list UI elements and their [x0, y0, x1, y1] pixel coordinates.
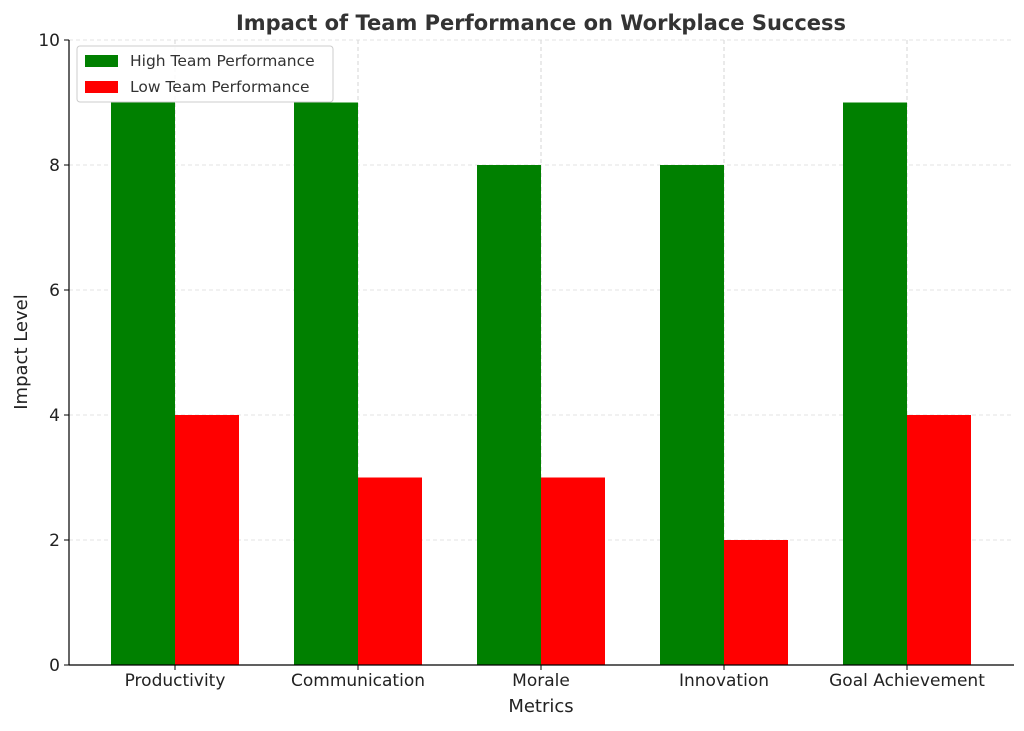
legend-swatch	[85, 81, 118, 93]
y-tick-label: 8	[49, 156, 60, 176]
legend-label: Low Team Performance	[130, 78, 310, 96]
bars	[111, 102, 971, 665]
y-axis-label: Impact Level	[11, 294, 32, 410]
legend-swatch	[85, 55, 118, 67]
y-tick-label: 0	[49, 656, 60, 676]
y-tick-label: 6	[49, 281, 60, 301]
y-tick-label: 4	[49, 406, 60, 426]
x-tick-label: Morale	[512, 671, 570, 691]
x-tick-label: Goal Achievement	[829, 671, 985, 691]
bar-high-morale	[477, 165, 541, 665]
bar-high-productivity	[111, 102, 175, 665]
legend: High Team Performance Low Team Performanc…	[76, 45, 334, 103]
axes: 0 2 4 6 8 10 Productivity Communication Morale In…	[38, 31, 1014, 691]
x-tick-label: Productivity	[125, 671, 226, 691]
legend-label: High Team Performance	[130, 52, 315, 70]
bar-high-goal-achievement	[843, 102, 907, 665]
bar-low-productivity	[175, 415, 239, 665]
y-tick-label: 2	[49, 531, 60, 551]
bar-low-communication	[358, 477, 422, 665]
bar-low-innovation	[724, 540, 788, 665]
y-tick-label: 10	[38, 31, 60, 51]
x-axis-label: Metrics	[508, 696, 573, 717]
bar-high-communication	[294, 102, 358, 665]
bar-low-morale	[541, 477, 605, 665]
bar-high-innovation	[660, 165, 724, 665]
chart-title: Impact of Team Performance on Workplace …	[236, 11, 846, 35]
bar-low-goal-achievement	[907, 415, 971, 665]
legend-box	[76, 45, 334, 103]
x-tick-label: Communication	[291, 671, 425, 691]
x-tick-label: Innovation	[679, 671, 769, 691]
